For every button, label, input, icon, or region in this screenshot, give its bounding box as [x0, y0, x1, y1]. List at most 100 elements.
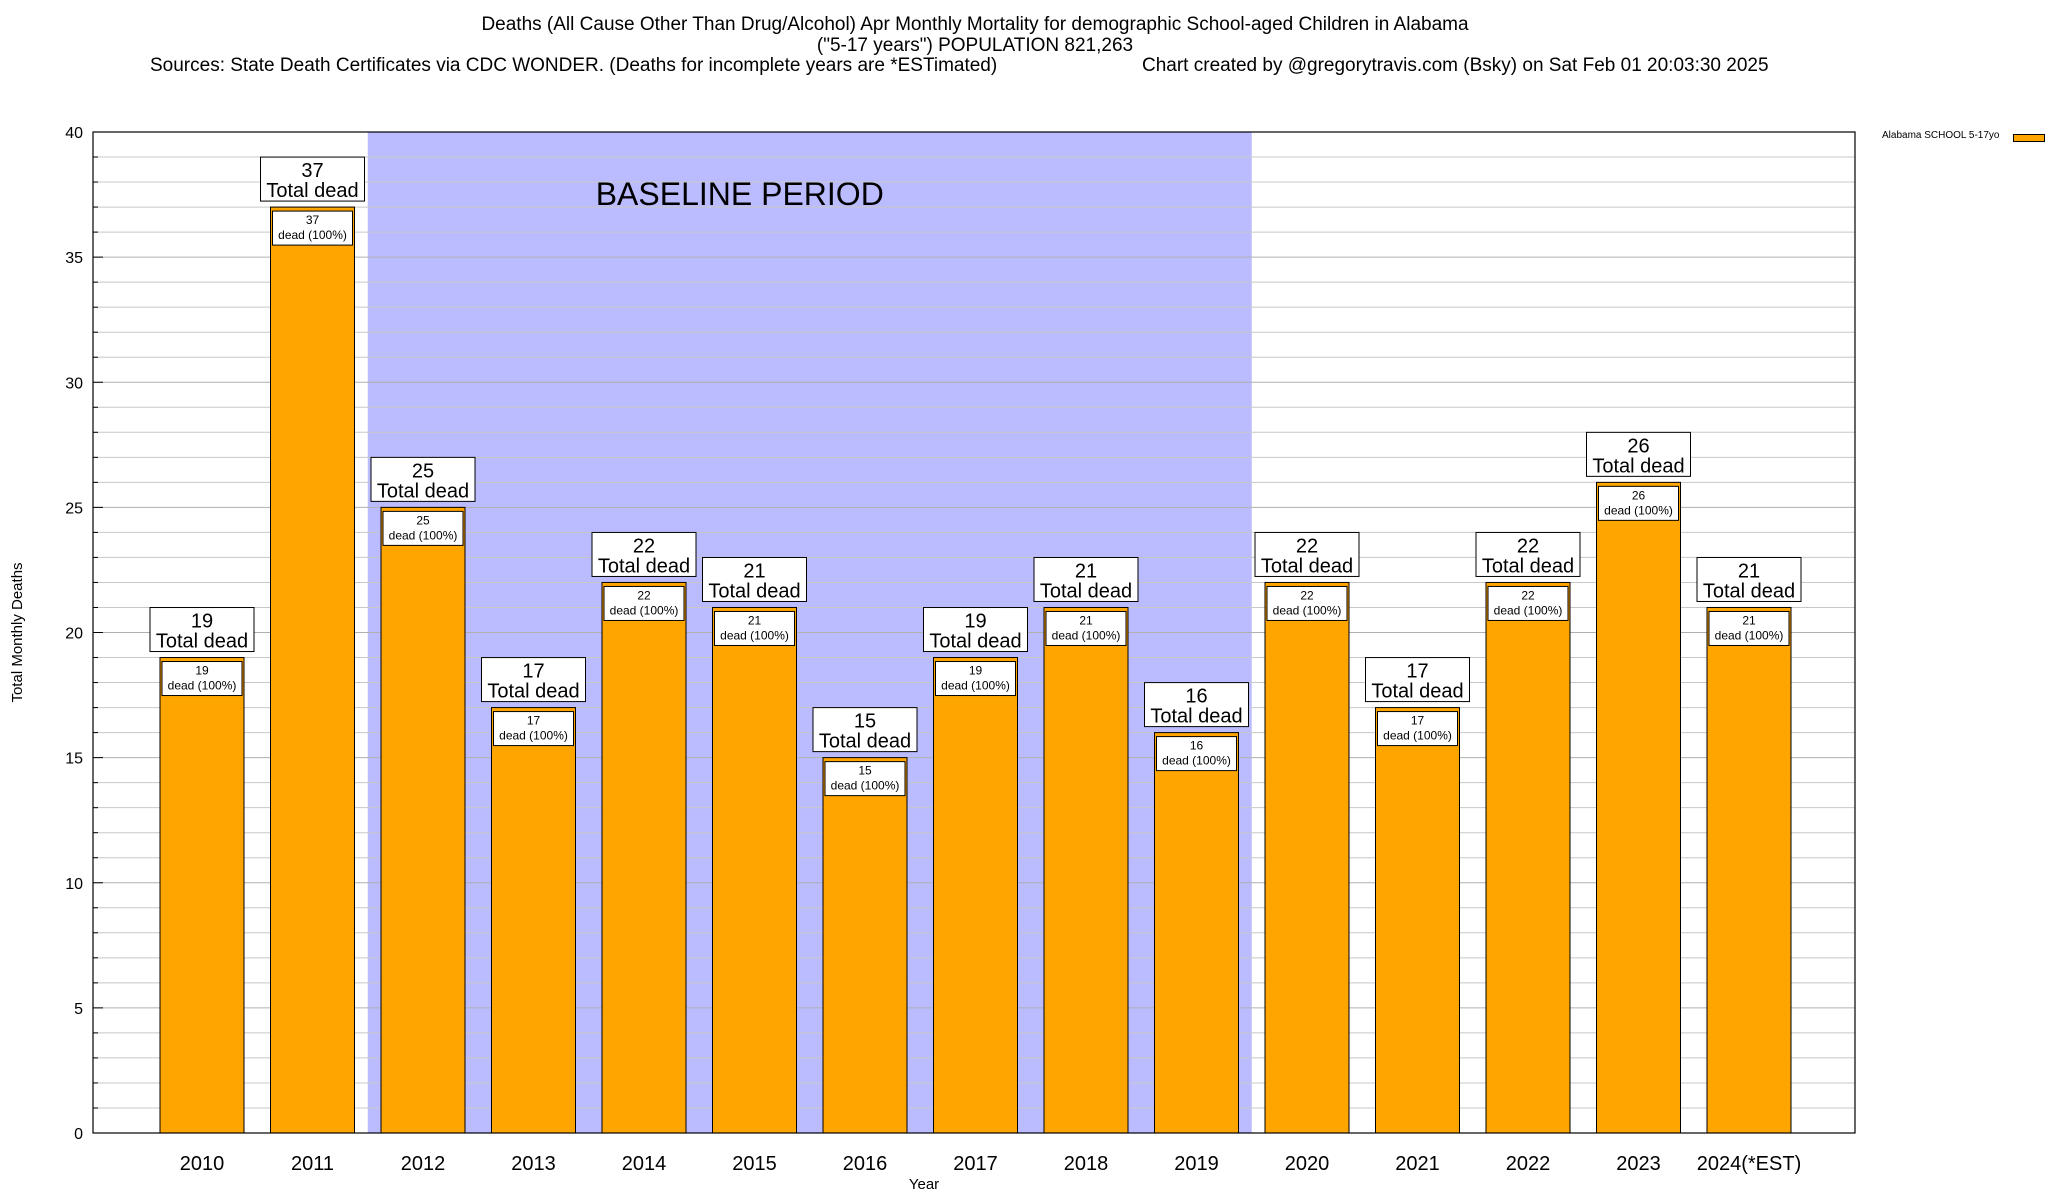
total-dead-label: Total dead — [819, 731, 911, 753]
total-dead-label: Total dead — [377, 480, 469, 502]
inner-value-label: 26 — [1632, 488, 1646, 502]
total-label-box — [923, 607, 1028, 653]
x-tick-label: 2017 — [953, 1153, 998, 1175]
bar — [1706, 606, 1792, 1134]
total-value-label: 17 — [522, 661, 544, 683]
inner-value-label: 22 — [1521, 588, 1535, 602]
inner-value-label: 19 — [195, 664, 209, 678]
inner-value-label: 17 — [527, 714, 541, 728]
total-label-box — [1254, 531, 1360, 577]
bar — [1043, 606, 1129, 1134]
total-label-box — [1144, 682, 1249, 728]
total-dead-label: Total dead — [1482, 555, 1574, 577]
total-value-label: 21 — [743, 560, 765, 582]
total-label-box — [1365, 657, 1470, 703]
bar — [712, 606, 797, 1134]
y-tick-label: 40 — [65, 125, 83, 142]
inner-value-label: 37 — [306, 213, 320, 227]
x-tick-label: 2019 — [1174, 1153, 1219, 1175]
inner-label-box — [1598, 485, 1679, 521]
total-dead-label: Total dead — [1150, 706, 1242, 728]
total-label-box — [149, 607, 255, 653]
inner-dead-label: dead (100%) — [389, 528, 458, 542]
y-tick-label: 0 — [74, 1126, 83, 1143]
x-tick-label: 2023 — [1616, 1153, 1661, 1175]
total-value-label: 37 — [301, 160, 323, 182]
total-value-label: 16 — [1185, 686, 1207, 708]
total-dead-label: Total dead — [1371, 681, 1463, 703]
inner-value-label: 19 — [969, 664, 983, 678]
total-dead-label: Total dead — [156, 631, 248, 653]
inner-dead-label: dead (100%) — [1383, 729, 1452, 743]
plot-border — [92, 131, 1856, 1134]
inner-dead-label: dead (100%) — [720, 628, 789, 642]
inner-dead-label: dead (100%) — [1494, 603, 1563, 617]
inner-value-label: 22 — [637, 588, 651, 602]
total-value-label: 19 — [964, 611, 986, 633]
inner-value-label: 15 — [858, 764, 872, 778]
total-value-label: 22 — [633, 535, 655, 557]
inner-dead-label: dead (100%) — [941, 679, 1010, 693]
total-value-label: 25 — [412, 460, 434, 482]
inner-value-label: 16 — [1190, 739, 1204, 753]
total-label-box — [1033, 556, 1139, 602]
total-value-label: 17 — [1406, 661, 1428, 683]
total-dead-label: Total dead — [1261, 555, 1353, 577]
x-tick-label: 2022 — [1506, 1153, 1551, 1175]
inner-dead-label: dead (100%) — [1162, 754, 1231, 768]
total-value-label: 21 — [1738, 560, 1760, 582]
inner-dead-label: dead (100%) — [278, 228, 347, 242]
legend-label: Alabama SCHOOL 5-17yo — [1882, 130, 2000, 141]
total-dead-label: Total dead — [708, 580, 800, 602]
inner-dead-label: dead (100%) — [831, 779, 900, 793]
bar — [270, 206, 355, 1134]
total-dead-label: Total dead — [598, 555, 690, 577]
x-tick-label: 2018 — [1064, 1153, 1109, 1175]
inner-value-label: 21 — [1079, 613, 1093, 627]
total-label-box — [1475, 531, 1581, 577]
total-value-label: 19 — [191, 611, 213, 633]
total-dead-label: Total dead — [1592, 455, 1684, 477]
total-value-label: 26 — [1627, 435, 1649, 457]
inner-label-box — [603, 585, 685, 621]
inner-value-label: 17 — [1411, 714, 1425, 728]
total-label-box — [1696, 556, 1802, 602]
chart-title: Deaths (All Cause Other Than Drug/Alcoho… — [481, 14, 1469, 35]
chart-subtitle: ("5-17 years") POPULATION 821,263 — [816, 35, 1134, 56]
inner-dead-label: dead (100%) — [610, 603, 679, 617]
inner-value-label: 25 — [416, 513, 430, 527]
y-tick-label: 20 — [65, 626, 83, 643]
bar — [933, 657, 1018, 1134]
y-tick-label: 5 — [74, 1001, 83, 1018]
total-dead-label: Total dead — [929, 631, 1021, 653]
total-dead-label: Total dead — [1703, 580, 1795, 602]
bar — [159, 657, 245, 1134]
inner-dead-label: dead (100%) — [499, 729, 568, 743]
x-axis-label: Year — [909, 1176, 939, 1193]
bar — [1485, 581, 1571, 1134]
bar — [601, 581, 687, 1134]
bar — [822, 757, 908, 1134]
x-tick-label: 2010 — [180, 1153, 225, 1175]
chart-sources: Sources: State Death Certificates via CD… — [150, 55, 998, 76]
total-dead-label: Total dead — [1040, 580, 1132, 602]
inner-dead-label: dead (100%) — [1273, 603, 1342, 617]
inner-label-box — [824, 761, 906, 797]
y-tick-label: 35 — [65, 250, 83, 267]
y-tick-label: 15 — [65, 751, 83, 768]
y-tick-label: 30 — [65, 375, 83, 392]
inner-label-box — [493, 711, 574, 747]
y-tick-label: 10 — [65, 876, 83, 893]
x-tick-label: 2014 — [622, 1153, 667, 1175]
inner-label-box — [1487, 585, 1569, 621]
total-label-box — [260, 156, 365, 202]
inner-label-box — [935, 661, 1016, 697]
x-tick-label: 2013 — [511, 1153, 556, 1175]
inner-label-box — [382, 510, 464, 546]
inner-dead-label: dead (100%) — [1604, 503, 1673, 517]
inner-value-label: 21 — [1742, 613, 1756, 627]
inner-dead-label: dead (100%) — [1052, 628, 1121, 642]
total-label-box — [812, 707, 918, 753]
total-value-label: 21 — [1075, 560, 1097, 582]
